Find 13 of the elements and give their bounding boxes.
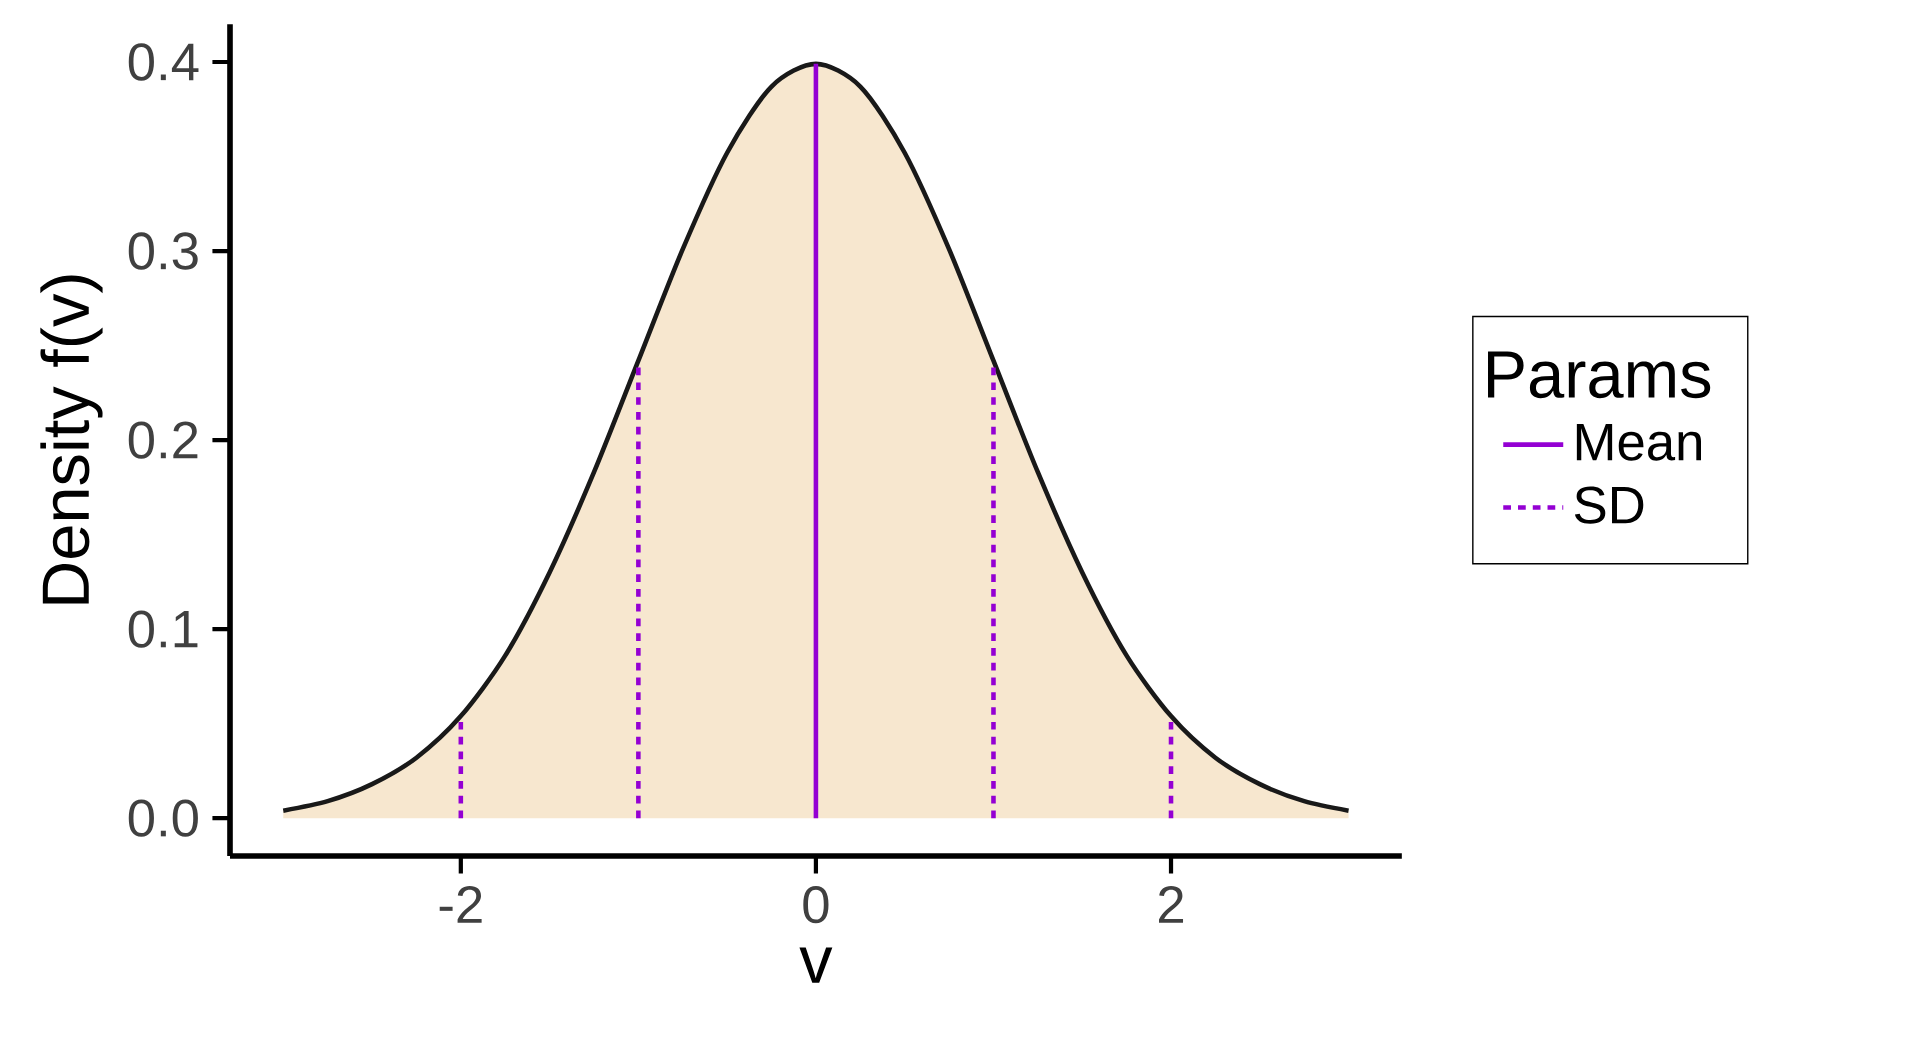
y-tick-label: 0.0 — [128, 799, 198, 837]
x-tick-label: -2 — [439, 885, 482, 923]
y-tick-label: 0.3 — [128, 232, 198, 270]
y-tick-label: 0.4 — [128, 43, 199, 81]
x-axis-title: v — [799, 947, 833, 983]
legend-label: SD — [1574, 486, 1644, 524]
x-tick-label: 2 — [1159, 885, 1184, 923]
y-tick-label: 0.1 — [128, 610, 198, 648]
legend-label: Mean — [1576, 423, 1701, 461]
y-tick-label: 0.2 — [128, 421, 198, 459]
x-tick-label: 0 — [803, 885, 829, 924]
legend-title: Params — [1488, 351, 1711, 399]
y-axis-title: Density f(v) — [40, 275, 103, 604]
